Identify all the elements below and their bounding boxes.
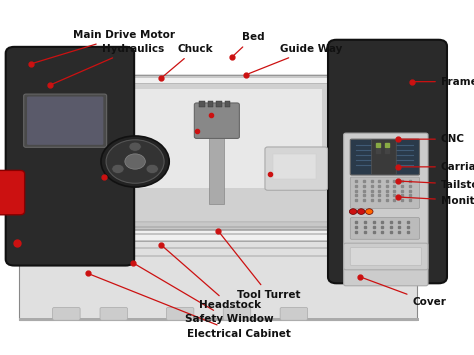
Text: Bed: Bed [234, 32, 264, 55]
FancyBboxPatch shape [344, 133, 428, 286]
Circle shape [357, 209, 365, 214]
FancyBboxPatch shape [0, 170, 25, 215]
FancyBboxPatch shape [344, 243, 428, 270]
Circle shape [112, 164, 124, 174]
Bar [19, 318, 419, 321]
Text: Hydraulics: Hydraulics [52, 44, 164, 84]
Polygon shape [19, 220, 417, 320]
Text: Guide Way: Guide Way [249, 44, 342, 73]
Polygon shape [19, 220, 417, 241]
FancyBboxPatch shape [280, 307, 308, 320]
Text: Frame: Frame [415, 77, 474, 87]
Circle shape [125, 154, 146, 169]
FancyBboxPatch shape [166, 307, 194, 320]
Bar [273, 154, 316, 179]
Text: Tool Turret: Tool Turret [220, 233, 301, 300]
FancyBboxPatch shape [53, 307, 80, 320]
Bar [209, 126, 224, 204]
FancyBboxPatch shape [194, 103, 239, 138]
FancyBboxPatch shape [350, 139, 419, 175]
Circle shape [349, 209, 357, 214]
Text: CNC: CNC [401, 134, 465, 144]
FancyBboxPatch shape [350, 218, 419, 239]
Circle shape [129, 142, 141, 151]
FancyBboxPatch shape [24, 94, 107, 147]
Bar [225, 101, 230, 106]
Bar [199, 101, 205, 106]
Circle shape [365, 209, 373, 214]
Circle shape [101, 136, 169, 187]
Text: Main Drive Motor: Main Drive Motor [34, 31, 175, 63]
FancyBboxPatch shape [372, 140, 396, 175]
Bar [216, 101, 222, 106]
Text: Carriage: Carriage [401, 162, 474, 172]
FancyBboxPatch shape [350, 177, 419, 208]
Text: Monitor: Monitor [401, 196, 474, 206]
FancyBboxPatch shape [100, 307, 128, 320]
FancyBboxPatch shape [6, 47, 134, 266]
FancyBboxPatch shape [328, 40, 447, 283]
FancyBboxPatch shape [27, 97, 103, 145]
Text: Safety Window: Safety Window [135, 264, 273, 324]
Text: Electrical Cabinet: Electrical Cabinet [90, 274, 291, 339]
Text: Tailstock: Tailstock [401, 180, 474, 190]
Text: Chuck: Chuck [163, 44, 213, 76]
Circle shape [146, 164, 158, 174]
FancyBboxPatch shape [350, 247, 421, 266]
Text: Cover: Cover [363, 278, 446, 307]
FancyBboxPatch shape [15, 75, 421, 230]
Polygon shape [19, 78, 417, 114]
Text: Headstock: Headstock [163, 247, 261, 310]
Circle shape [106, 140, 164, 183]
Bar [123, 89, 322, 188]
FancyBboxPatch shape [114, 83, 337, 222]
FancyBboxPatch shape [223, 307, 251, 320]
Bar [208, 101, 213, 106]
FancyBboxPatch shape [265, 147, 328, 190]
